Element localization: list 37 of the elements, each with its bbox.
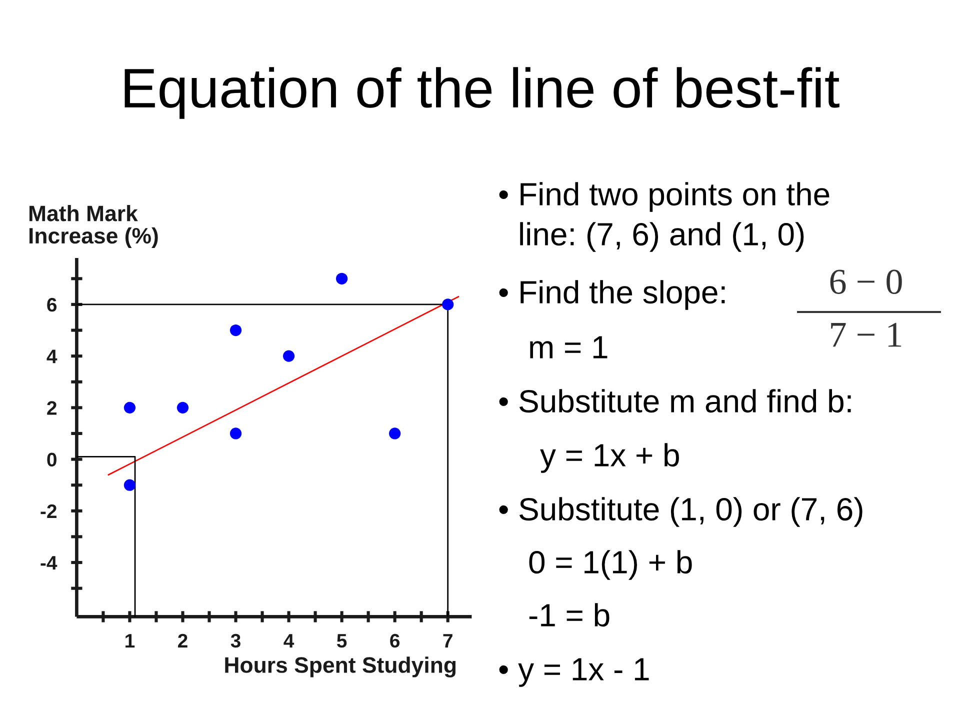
y-tick-label: 6: [47, 298, 57, 312]
text: • Find two points on the: [499, 182, 830, 212]
x-tick-label: 2: [178, 634, 188, 648]
y-tick-label: 4: [46, 350, 58, 364]
point: [124, 402, 136, 414]
point: [230, 324, 242, 336]
y-tick-label: 2: [47, 401, 56, 415]
text: y = 1x + b: [540, 443, 679, 473]
text: -1 = b: [529, 603, 610, 627]
y-tick-label: -2: [40, 504, 56, 518]
x-tick-label: 5: [336, 634, 347, 648]
text: line: (7, 6) and (1, 0): [520, 222, 804, 252]
text: • Find the slope:: [499, 280, 725, 310]
y-axis-title: Math Mark Increase (%): [29, 205, 158, 248]
x-tick-label: 6: [390, 634, 400, 648]
point: [442, 298, 454, 310]
y-tick-label: 0: [47, 452, 56, 467]
text: • Substitute m and find b:: [499, 389, 851, 413]
point: [230, 428, 242, 440]
x-tick-label: 7: [443, 634, 452, 648]
x-axis-title: Hours Spent Studying: [225, 656, 456, 678]
point: [176, 402, 189, 414]
y-tick-label: -4: [40, 556, 58, 570]
point: [282, 350, 295, 362]
text: 7 − 1: [831, 322, 902, 347]
x-tick-label: 3: [230, 634, 240, 648]
text: 6 − 0: [830, 270, 902, 294]
x-tick-label: 1: [126, 634, 135, 648]
point: [124, 479, 136, 491]
x-tick-label: 4: [284, 634, 294, 648]
point: [389, 428, 401, 440]
point: [336, 272, 348, 284]
text: • y = 1x - 1: [499, 658, 649, 687]
chart-title: Equation of the line of best-fit: [124, 67, 840, 119]
text: m = 1: [530, 336, 608, 358]
text: • Substitute (1, 0) or (7, 6): [499, 497, 862, 527]
text: 0 = 1(1) + b: [529, 550, 692, 580]
